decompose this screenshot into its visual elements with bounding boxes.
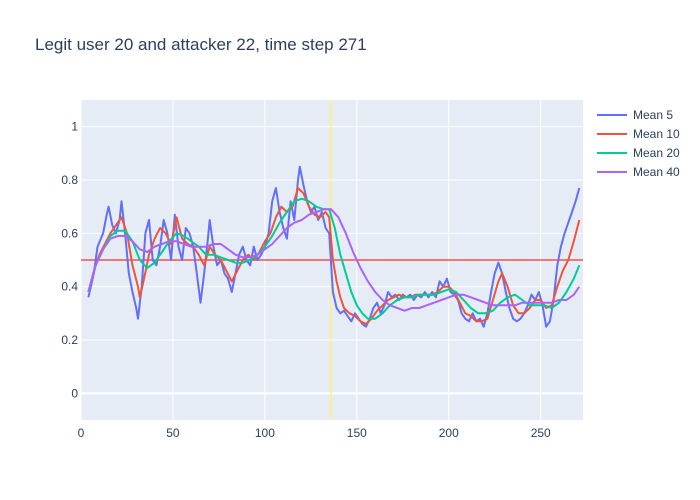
series-line-2 <box>87 187 581 325</box>
series-line-1 <box>87 165 581 328</box>
legend-item-4[interactable]: Mean 40 <box>597 165 680 179</box>
legend-label-1: Mean 5 <box>633 108 673 122</box>
x-tick-label-0: 0 <box>78 426 85 440</box>
legend-label-3: Mean 20 <box>633 146 680 160</box>
x-tick-label-4: 200 <box>439 426 459 440</box>
y-tick-label-0: 0 <box>71 386 78 400</box>
x-tick-label-5: 250 <box>531 426 551 440</box>
legend-item-1[interactable]: Mean 5 <box>597 108 673 122</box>
legend[interactable]: Mean 5 Mean 10 Mean 20 Mean 40 <box>597 108 680 179</box>
x-tick-label-1: 50 <box>166 426 180 440</box>
legend-item-3[interactable]: Mean 20 <box>597 146 680 160</box>
legend-item-2[interactable]: Mean 10 <box>597 127 680 141</box>
y-tick-label-5: 1 <box>71 120 78 134</box>
legend-label-2: Mean 10 <box>633 127 680 141</box>
series-line-3 <box>87 197 581 320</box>
chart-title: Legit user 20 and attacker 22, time step… <box>35 35 367 54</box>
y-axis-ticks: 0 0.2 0.4 0.6 0.8 1 <box>61 120 78 401</box>
series-line-4 <box>87 208 581 312</box>
x-tick-label-2: 100 <box>255 426 275 440</box>
y-tick-label-1: 0.2 <box>61 333 78 347</box>
y-tick-label-3: 0.6 <box>61 226 78 240</box>
x-axis-ticks: 0 50 100 150 200 250 <box>78 426 551 440</box>
legend-label-4: Mean 40 <box>633 165 680 179</box>
x-tick-label-3: 150 <box>347 426 367 440</box>
y-tick-label-4: 0.8 <box>61 173 78 187</box>
series-lines <box>87 165 581 328</box>
y-tick-label-2: 0.4 <box>61 280 78 294</box>
